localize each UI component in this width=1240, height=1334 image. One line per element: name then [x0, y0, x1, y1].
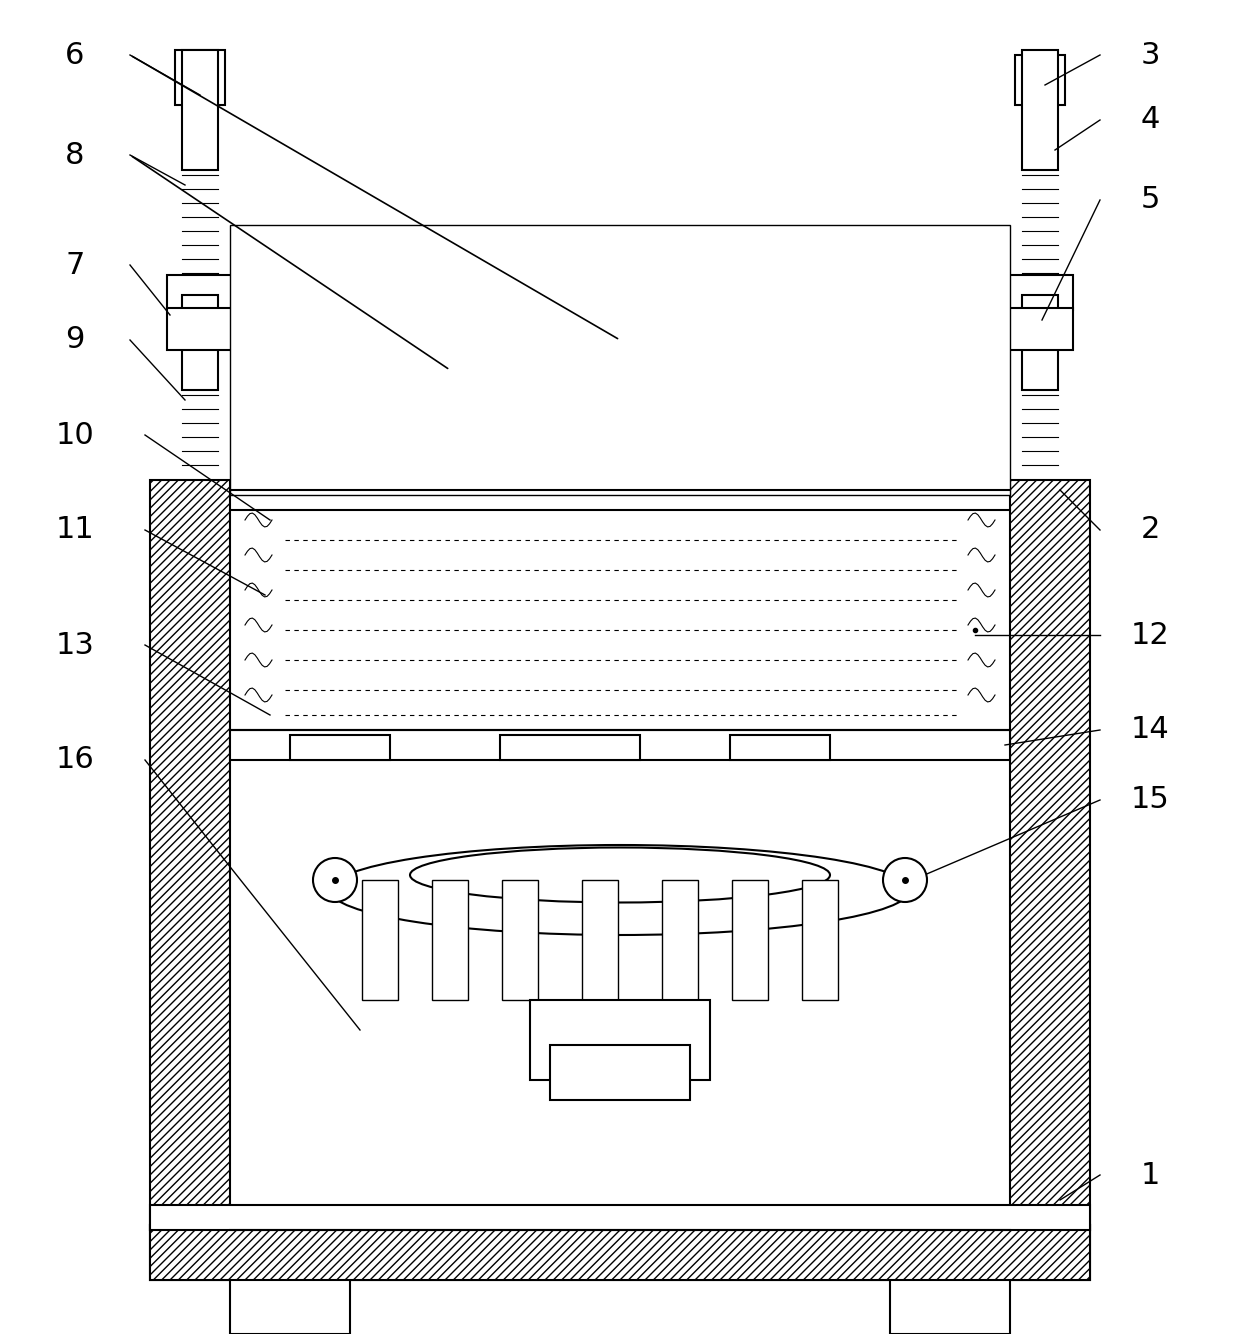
- Bar: [432, 880, 467, 1000]
- Bar: [322, 410, 339, 490]
- Circle shape: [883, 858, 928, 902]
- Bar: [529, 1000, 711, 1081]
- Bar: [502, 880, 538, 1000]
- Bar: [1022, 295, 1058, 390]
- Text: 16: 16: [56, 746, 94, 775]
- Text: 6: 6: [66, 40, 84, 69]
- Bar: [1011, 480, 1090, 1230]
- Bar: [580, 370, 640, 410]
- Bar: [300, 370, 360, 410]
- Bar: [290, 735, 391, 760]
- Bar: [601, 410, 618, 490]
- Text: 12: 12: [1131, 620, 1169, 650]
- Text: 14: 14: [1131, 715, 1169, 744]
- Bar: [175, 49, 224, 105]
- Bar: [150, 1225, 1090, 1281]
- Bar: [182, 295, 218, 390]
- Bar: [1016, 55, 1065, 105]
- Bar: [742, 410, 758, 490]
- Bar: [551, 1045, 689, 1101]
- Text: 4: 4: [1141, 105, 1159, 135]
- Bar: [500, 735, 640, 760]
- Text: 9: 9: [66, 325, 84, 355]
- Text: 5: 5: [1141, 185, 1159, 215]
- Bar: [890, 1279, 1011, 1334]
- Bar: [440, 370, 500, 410]
- Bar: [1022, 49, 1058, 169]
- Bar: [582, 880, 618, 1000]
- Text: 10: 10: [56, 420, 94, 450]
- Bar: [730, 735, 830, 760]
- Bar: [167, 308, 1073, 350]
- Bar: [229, 730, 1011, 760]
- Bar: [362, 880, 398, 1000]
- Bar: [150, 480, 229, 1230]
- Bar: [662, 880, 698, 1000]
- Bar: [150, 1225, 1090, 1281]
- Bar: [802, 880, 838, 1000]
- Text: 8: 8: [66, 140, 84, 169]
- Text: 11: 11: [56, 515, 94, 544]
- Text: 1: 1: [1141, 1161, 1159, 1190]
- Bar: [1007, 275, 1073, 309]
- Text: 7: 7: [66, 251, 84, 280]
- Bar: [167, 275, 233, 309]
- Text: 2: 2: [1141, 515, 1159, 544]
- Bar: [463, 410, 477, 490]
- Bar: [229, 1279, 350, 1334]
- Circle shape: [312, 858, 357, 902]
- Bar: [150, 1205, 1090, 1230]
- Bar: [182, 49, 218, 169]
- Text: 15: 15: [1131, 786, 1169, 815]
- Bar: [229, 225, 1011, 495]
- Bar: [720, 370, 780, 410]
- Text: 13: 13: [56, 631, 94, 659]
- Bar: [732, 880, 768, 1000]
- Text: 3: 3: [1141, 40, 1159, 69]
